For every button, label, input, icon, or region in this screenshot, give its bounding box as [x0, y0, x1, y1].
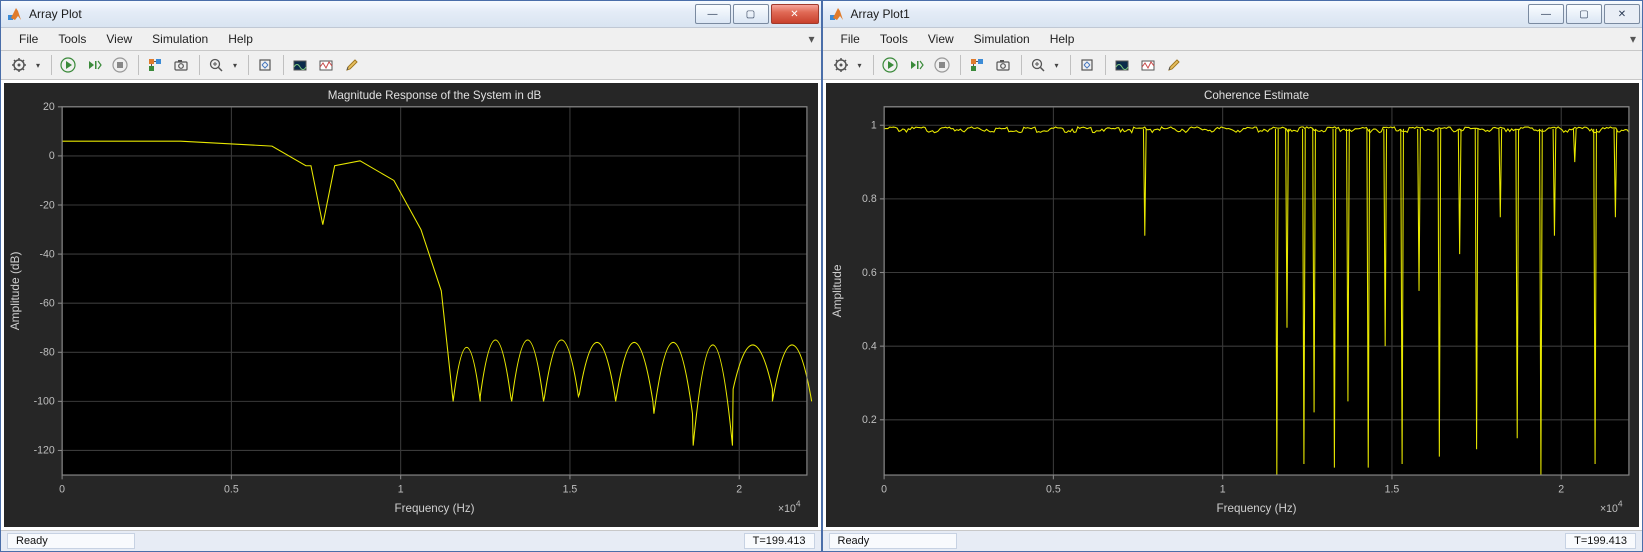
maximize-button[interactable]: ▢ [1566, 4, 1602, 24]
svg-text:1: 1 [870, 119, 876, 131]
minimize-button[interactable]: — [1528, 4, 1564, 24]
menu-view[interactable]: View [918, 30, 964, 48]
titlebar[interactable]: Array Plot1 — ▢ ✕ [823, 1, 1643, 28]
svg-text:1.5: 1.5 [1384, 483, 1399, 495]
highlight-blocks-button[interactable] [965, 53, 989, 77]
matlab-icon [829, 6, 845, 22]
app-window: Array Plot — ▢ ✕ FileToolsViewSimulation… [0, 0, 822, 552]
settings-button-dropdown[interactable]: ▾ [855, 61, 865, 70]
y-axis-label: Amplitude [830, 264, 843, 317]
menubar: FileToolsViewSimulationHelp ▾ [1, 28, 821, 51]
settings-button[interactable] [7, 53, 31, 77]
window-title: Array Plot [29, 7, 693, 21]
close-button[interactable]: ✕ [771, 4, 819, 24]
menu-file[interactable]: File [831, 30, 870, 48]
figure-client: 0 0.5 1 1.5 2 -120 -100 -80 -60 -40 -20 0 20 Magnitu… [1, 80, 821, 530]
toolbar: ▾ ▾ [823, 51, 1643, 80]
svg-text:0.6: 0.6 [862, 267, 877, 279]
menu-view[interactable]: View [96, 30, 142, 48]
statusbar: Ready T=199.413 [1, 530, 821, 551]
menu-help[interactable]: Help [1040, 30, 1085, 48]
menu-help[interactable]: Help [218, 30, 263, 48]
step-button[interactable] [904, 53, 928, 77]
svg-text:0.5: 0.5 [224, 483, 239, 495]
sim-time: T=199.413 [1565, 533, 1636, 549]
stop-button[interactable] [108, 53, 132, 77]
edit-button[interactable] [340, 53, 364, 77]
figure-axes[interactable]: 0 0.5 1 1.5 2 -120 -100 -80 -60 -40 -20 0 20 Magnitu… [4, 83, 818, 527]
svg-text:-100: -100 [34, 396, 55, 408]
svg-text:0.2: 0.2 [862, 414, 877, 426]
svg-text:0.8: 0.8 [862, 193, 877, 205]
settings-button-dropdown[interactable]: ▾ [33, 61, 43, 70]
svg-text:0: 0 [59, 483, 65, 495]
menu-file[interactable]: File [9, 30, 48, 48]
x-axis-label: Frequency (Hz) [395, 502, 475, 515]
snapshot-button[interactable] [991, 53, 1015, 77]
maximize-button[interactable]: ▢ [733, 4, 769, 24]
svg-text:2: 2 [1558, 483, 1564, 495]
scope-view1-button[interactable] [1110, 53, 1134, 77]
window-title: Array Plot1 [851, 7, 1527, 21]
sim-time: T=199.413 [744, 533, 815, 549]
svg-text:-20: -20 [39, 199, 54, 211]
x-axis-label: Frequency (Hz) [1216, 502, 1296, 515]
chart-title: Magnitude Response of the System in dB [328, 89, 542, 102]
app-window: Array Plot1 — ▢ ✕ FileToolsViewSimulatio… [822, 0, 1643, 552]
zoom-button-dropdown[interactable]: ▾ [1052, 61, 1062, 70]
svg-text:0: 0 [881, 483, 887, 495]
status-text: Ready [829, 533, 957, 549]
menubar-overflow-icon[interactable]: ▾ [803, 32, 821, 46]
menu-simulation[interactable]: Simulation [964, 30, 1040, 48]
menubar-overflow-icon[interactable]: ▾ [1624, 32, 1642, 46]
scale-to-fit-button[interactable] [1075, 53, 1099, 77]
titlebar[interactable]: Array Plot — ▢ ✕ [1, 1, 821, 28]
svg-text:0.4: 0.4 [862, 340, 877, 352]
edit-button[interactable] [1162, 53, 1186, 77]
chart-title: Coherence Estimate [1203, 89, 1309, 102]
run-button[interactable] [878, 53, 902, 77]
svg-text:1.5: 1.5 [563, 483, 578, 495]
scope-view1-button[interactable] [288, 53, 312, 77]
highlight-blocks-button[interactable] [143, 53, 167, 77]
toolbar: ▾ ▾ [1, 51, 821, 80]
svg-text:-80: -80 [39, 346, 54, 358]
stop-button[interactable] [930, 53, 954, 77]
svg-text:1: 1 [398, 483, 404, 495]
close-button[interactable]: ✕ [1604, 4, 1640, 24]
scope-view2-button[interactable] [314, 53, 338, 77]
svg-text:-40: -40 [39, 248, 54, 260]
svg-text:20: 20 [43, 101, 55, 113]
svg-text:0: 0 [49, 150, 55, 162]
svg-text:0.5: 0.5 [1046, 483, 1061, 495]
minimize-button[interactable]: — [695, 4, 731, 24]
zoom-button-dropdown[interactable]: ▾ [230, 61, 240, 70]
svg-text:1: 1 [1219, 483, 1225, 495]
menu-tools[interactable]: Tools [48, 30, 96, 48]
y-axis-label: Amplitude (dB) [9, 252, 22, 331]
run-button[interactable] [56, 53, 80, 77]
scope-view2-button[interactable] [1136, 53, 1160, 77]
menu-simulation[interactable]: Simulation [142, 30, 218, 48]
step-button[interactable] [82, 53, 106, 77]
svg-text:-60: -60 [39, 297, 54, 309]
status-text: Ready [7, 533, 135, 549]
statusbar: Ready T=199.413 [823, 530, 1643, 551]
figure-client: 0 0.5 1 1.5 2 0.2 0.4 0.6 0.8 1 Coherence Estimat… [823, 80, 1643, 530]
snapshot-button[interactable] [169, 53, 193, 77]
menu-tools[interactable]: Tools [870, 30, 918, 48]
figure-axes[interactable]: 0 0.5 1 1.5 2 0.2 0.4 0.6 0.8 1 Coherence Estimat… [826, 83, 1640, 527]
svg-text:-120: -120 [34, 445, 55, 457]
matlab-icon [7, 6, 23, 22]
svg-text:2: 2 [736, 483, 742, 495]
menubar: FileToolsViewSimulationHelp ▾ [823, 28, 1643, 51]
zoom-button[interactable] [204, 53, 228, 77]
settings-button[interactable] [829, 53, 853, 77]
scale-to-fit-button[interactable] [253, 53, 277, 77]
zoom-button[interactable] [1026, 53, 1050, 77]
